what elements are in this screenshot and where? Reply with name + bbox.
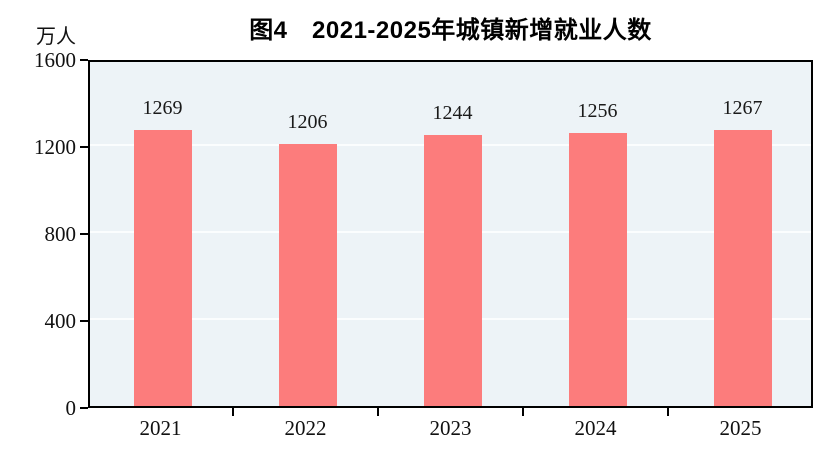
- y-axis-unit-label: 万人: [36, 26, 76, 48]
- x-axis-category-label: 2024: [574, 416, 617, 440]
- x-axis-category-label: 2025: [719, 416, 762, 440]
- x-axis-tick: [522, 406, 524, 416]
- y-tick-label: 1200: [34, 135, 76, 159]
- y-tick-label: 0: [65, 396, 77, 420]
- bar-value-label: 1256: [577, 99, 618, 122]
- bar: [423, 135, 482, 406]
- x-axis-tick: [377, 406, 379, 416]
- bar-value-label: 1267: [722, 97, 763, 120]
- bar: [713, 130, 772, 406]
- x-axis-category-label: 2021: [139, 416, 182, 440]
- bar-value-label: 1206: [287, 110, 328, 133]
- y-axis-tick: [80, 146, 88, 148]
- x-axis-category-label: 2023: [429, 416, 472, 440]
- y-axis-tick: [80, 320, 88, 322]
- y-tick-label: 400: [44, 309, 77, 333]
- y-axis-tick: [80, 233, 88, 235]
- x-axis-category-label: 2022: [284, 416, 327, 440]
- y-tick-label: 1600: [34, 48, 76, 72]
- y-axis-tick: [80, 59, 88, 61]
- bar-value-label: 1244: [432, 102, 473, 125]
- bar: [133, 130, 192, 406]
- y-axis-tick: [80, 407, 88, 409]
- bar: [568, 132, 627, 406]
- plot-area: 1269 1206 1244 1256 1267: [88, 60, 813, 408]
- chart-title: 图4 2021-2025年城镇新增就业人数: [249, 17, 652, 44]
- x-axis-tick: [232, 406, 234, 416]
- bar-value-label: 1269: [142, 97, 183, 119]
- x-axis-tick: [667, 406, 669, 416]
- bar: [278, 143, 337, 406]
- y-tick-label: 800: [44, 222, 77, 246]
